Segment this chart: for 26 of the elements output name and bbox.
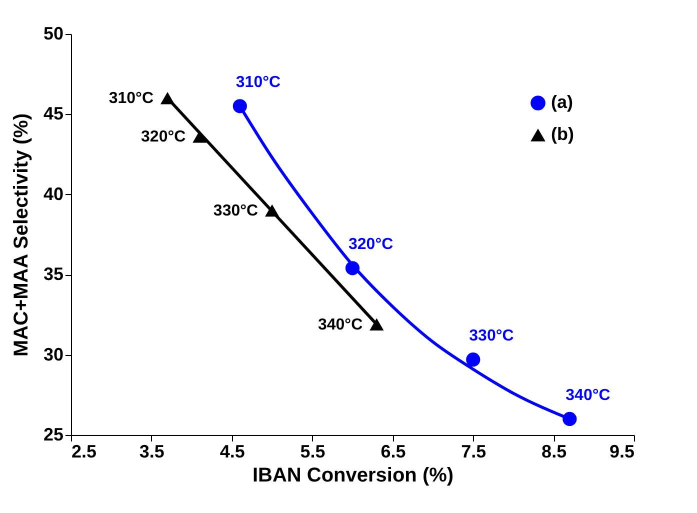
y-tick-label: 50 [43, 24, 64, 44]
y-tick-label: 25 [43, 424, 64, 444]
y-axis-title: MAC+MAA Selectivity (%) [10, 113, 32, 357]
y-tick-label: 45 [43, 104, 64, 124]
y-tick-label: 40 [43, 184, 64, 204]
y-tick-label: 30 [43, 344, 64, 364]
x-axis-title: IBAN Conversion (%) [252, 464, 454, 486]
annotation: 340°C [566, 386, 611, 404]
annotation: 320°C [348, 236, 394, 254]
annotation: 310°C [108, 90, 154, 108]
legend-label: (a) [551, 92, 574, 112]
x-tick-label: 8.5 [542, 442, 567, 462]
annotation: 330°C [469, 328, 514, 345]
x-tick-label: 7.5 [461, 442, 486, 462]
x-tick-label: 9.5 [609, 442, 634, 462]
x-tick-label: 2.5 [72, 442, 97, 462]
annotation: 340°C [318, 316, 364, 334]
x-tick-label: 4.5 [220, 442, 245, 462]
annotation: 330°C [213, 202, 259, 220]
x-tick-label: 3.5 [139, 442, 164, 462]
y-tick-label: 35 [43, 264, 64, 284]
legend-label: (b) [551, 124, 574, 144]
x-tick-label: 6.5 [380, 442, 406, 462]
x-tick-label: 5.5 [300, 442, 326, 462]
annotation: 320°C [141, 128, 186, 146]
annotation: 310°C [236, 74, 281, 92]
